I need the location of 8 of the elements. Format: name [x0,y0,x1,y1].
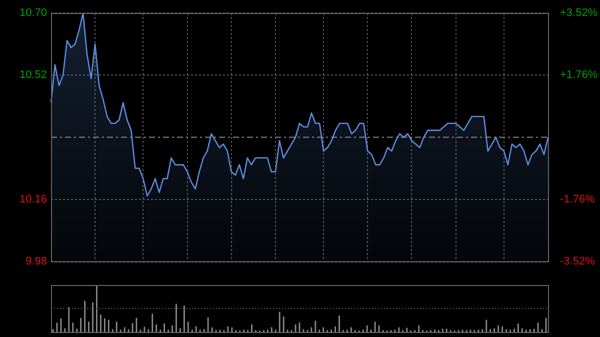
y-tick-label: 10.70 [19,7,47,20]
y2-tick-label: -3.52% [560,255,596,268]
y-tick-label: 10.52 [19,69,47,82]
y-tick-label: 10.16 [19,193,47,206]
y2-tick-label: +3.52% [560,7,598,20]
y-tick-label: 9.98 [26,255,47,268]
y2-tick-label: +1.76% [560,69,598,82]
y2-tick-label: -1.76% [560,193,596,206]
